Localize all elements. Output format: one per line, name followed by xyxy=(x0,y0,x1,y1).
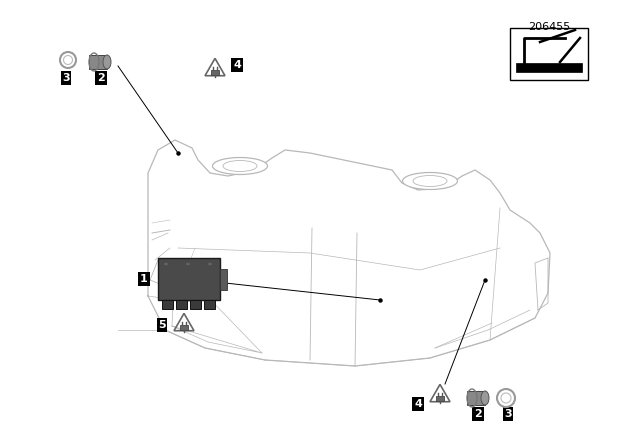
Bar xyxy=(516,63,582,72)
Text: 4: 4 xyxy=(233,60,241,70)
Ellipse shape xyxy=(163,262,168,266)
Text: 2: 2 xyxy=(474,409,482,419)
Bar xyxy=(180,325,188,330)
Bar xyxy=(211,70,219,75)
Text: 3: 3 xyxy=(62,73,70,83)
Ellipse shape xyxy=(186,262,191,266)
Bar xyxy=(510,28,588,80)
Bar xyxy=(176,300,187,309)
Text: 4: 4 xyxy=(414,399,422,409)
Bar xyxy=(467,391,485,405)
Bar xyxy=(220,268,227,289)
Bar xyxy=(158,258,220,300)
Ellipse shape xyxy=(189,289,201,297)
Ellipse shape xyxy=(223,160,257,172)
Ellipse shape xyxy=(413,176,447,186)
Bar xyxy=(204,300,215,309)
Bar xyxy=(436,396,444,401)
Ellipse shape xyxy=(207,262,212,266)
Ellipse shape xyxy=(481,391,489,405)
Ellipse shape xyxy=(212,158,268,175)
Text: 1: 1 xyxy=(140,274,148,284)
Bar xyxy=(162,300,173,309)
Ellipse shape xyxy=(103,55,111,69)
Ellipse shape xyxy=(403,172,458,190)
Text: 5: 5 xyxy=(158,320,166,330)
Text: 206455: 206455 xyxy=(528,22,570,32)
Text: 3: 3 xyxy=(504,409,512,419)
Bar xyxy=(89,55,107,69)
Bar xyxy=(190,300,201,309)
Text: 2: 2 xyxy=(97,73,105,83)
